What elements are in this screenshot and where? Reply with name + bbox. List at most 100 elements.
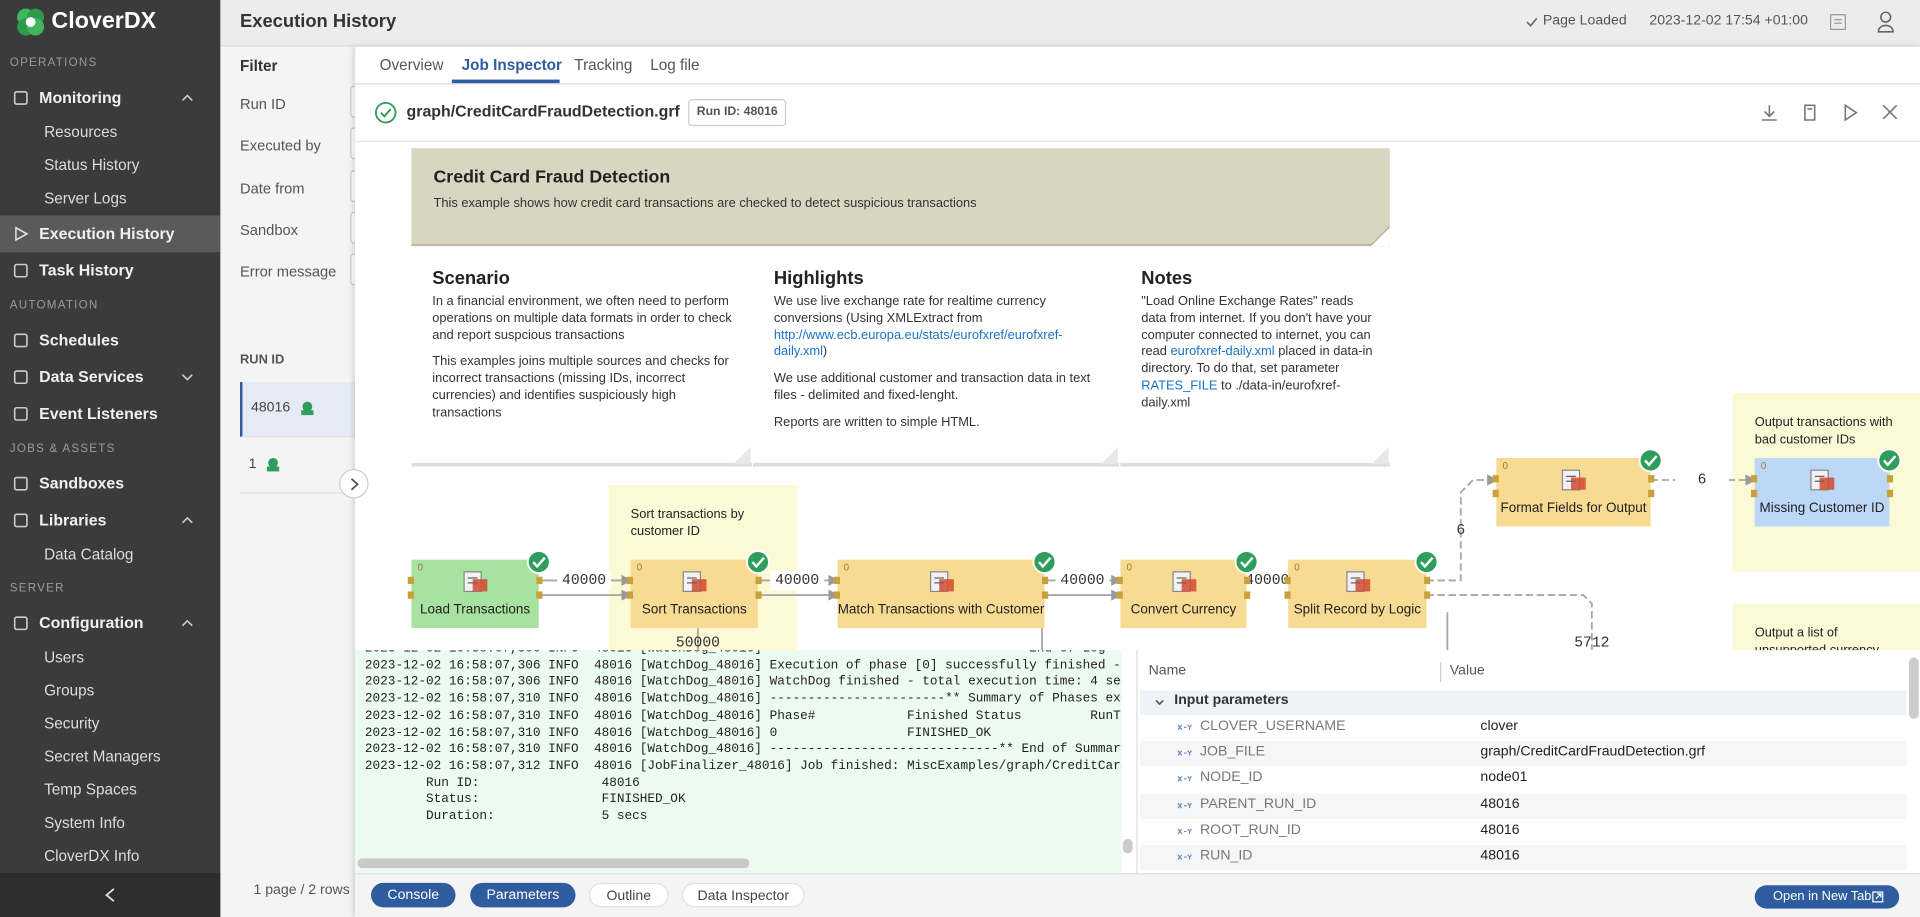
panel-toggle[interactable]: Data Inspector: [682, 882, 805, 908]
text: In a financial environment, we often nee…: [432, 293, 732, 343]
inspector-tab[interactable]: Log file: [650, 56, 700, 74]
param-icon: [1177, 724, 1192, 731]
nav-subitem[interactable]: Groups: [44, 682, 95, 700]
param-value: node01: [1480, 770, 1528, 786]
nav-label: Task History: [39, 260, 134, 280]
param-icon: [1177, 802, 1192, 809]
run-row[interactable]: 48016: [240, 382, 356, 438]
graph-node[interactable]: 0 Match Transactions with Customer: [833, 550, 1057, 629]
param-value: 48016: [1480, 822, 1520, 838]
graph-node[interactable]: 0 Format Fields for Output: [1492, 448, 1663, 527]
log-line: Status: FINISHED_OK: [364, 792, 686, 808]
fold: [1100, 446, 1118, 465]
group-chevron: [1155, 699, 1164, 706]
param-value: clover: [1480, 718, 1518, 734]
port: [536, 576, 543, 585]
nav-item[interactable]: Libraries: [0, 502, 220, 539]
panel-toggle[interactable]: Console: [371, 882, 456, 908]
nav-item[interactable]: Event Listeners: [0, 396, 220, 433]
filter-panel: Filter Run ID Executed by Date from Sandbox E…: [220, 46, 387, 917]
nav-item[interactable]: Data Services: [0, 359, 220, 396]
port: [1244, 591, 1251, 599]
nav-label: Execution History: [39, 224, 175, 243]
job-status: [375, 101, 397, 124]
inspector-tab[interactable]: Job Inspector: [461, 56, 563, 74]
inspector-tab[interactable]: Tracking: [574, 56, 633, 74]
text: We use live exchange rate for realtime c…: [773, 293, 1046, 326]
run-id: 48016: [251, 400, 291, 416]
nav-item[interactable]: Execution History: [0, 215, 221, 253]
nav-subitem[interactable]: Users: [44, 648, 85, 667]
sidebar: CloverDX OPERATIONS Monitoring Resources Sta…: [0, 0, 221, 917]
graph-node[interactable]: 0 Split Record by Logic: [1284, 550, 1439, 629]
datetime: 2023-12-02 17:54 +01:00: [1649, 13, 1808, 29]
graph-node[interactable]: 0 Load Transactions: [407, 550, 551, 629]
param-row: PARENT_RUN_ID 48016: [1140, 792, 1907, 819]
param-name: PARENT_RUN_ID: [1200, 796, 1317, 812]
log-line: Run ID: 48016: [364, 775, 640, 791]
param-icon: [1177, 828, 1192, 834]
nav-label: Configuration: [39, 613, 144, 632]
chevron: [181, 516, 193, 524]
nav-subitem[interactable]: CloverDX Info: [44, 847, 140, 865]
param-row: JOB_FILE graph/CreditCardFraudDetection.g…: [1140, 741, 1907, 767]
link[interactable]: http://www.ecb.europa.eu/stats/eurofxref…: [773, 327, 1063, 360]
link[interactable]: RATES_FILE: [1141, 378, 1218, 394]
pagination: 1 page / 2 rows: [253, 882, 350, 898]
info-body: "Load Online Exchange Rates" reads data …: [1141, 294, 1374, 465]
info-heading: Scenario: [432, 268, 510, 289]
nav-subitem[interactable]: Resources: [44, 123, 118, 141]
console: 2023-12-02 16:58:07,306 INFO 48016 [Watc…: [355, 650, 1122, 874]
nav-item[interactable]: Schedules: [0, 322, 220, 359]
nav-subitem[interactable]: Security: [44, 715, 100, 733]
nav-item[interactable]: Sandboxes: [0, 465, 220, 502]
inspector-tab[interactable]: Overview: [379, 56, 444, 74]
nav-icon: [13, 370, 28, 385]
nav-item[interactable]: Monitoring: [0, 80, 220, 117]
port: [1424, 576, 1431, 585]
component-icon: [1561, 469, 1586, 491]
user-icon: [1877, 11, 1894, 33]
param-name: CLOVER_USERNAME: [1200, 718, 1346, 734]
nav-icon: [13, 513, 28, 528]
nav-item[interactable]: Task History: [0, 252, 220, 289]
panel-toggle[interactable]: Outline: [588, 882, 669, 908]
link[interactable]: eurofxref-daily.xml: [1170, 344, 1275, 360]
nav-subitem[interactable]: Temp Spaces: [44, 781, 137, 799]
component-icon: [1345, 571, 1370, 593]
status-text: Page Loaded: [1542, 13, 1627, 29]
nav-subitem[interactable]: System Info: [44, 814, 125, 832]
param-icon: [1177, 776, 1192, 783]
node-phase: 0: [843, 562, 850, 574]
node-phase: 0: [636, 562, 643, 574]
nav-subitem[interactable]: Data Catalog: [44, 546, 134, 564]
fold: [733, 446, 751, 465]
nav-subitem[interactable]: Status History: [44, 156, 140, 174]
text: placed in data-in directory. To do that,…: [1141, 344, 1373, 377]
nav-subitem[interactable]: Server Logs: [44, 189, 127, 207]
panel-toggle[interactable]: Parameters: [470, 882, 576, 908]
graph-node[interactable]: 0 Convert Currency: [1116, 550, 1259, 629]
status-check: [1638, 448, 1663, 473]
open-new-tab[interactable]: Open in New Tab: [1754, 885, 1900, 909]
nav-section-title: OPERATIONS: [9, 56, 98, 70]
port: [626, 591, 634, 599]
filter-label: Executed by: [240, 137, 321, 155]
node-label: Convert Currency: [1130, 602, 1237, 618]
expand-button[interactable]: [339, 468, 369, 499]
port: [1284, 591, 1291, 599]
graph-note: Output a list of unsupported currency: [1732, 603, 1920, 651]
toolbar-icon: [1882, 104, 1898, 120]
graph-node[interactable]: 0 Sort Transactions: [626, 550, 770, 629]
run-row[interactable]: 1: [240, 438, 356, 494]
nav-label: Libraries: [39, 510, 107, 529]
nav-item[interactable]: Configuration: [0, 605, 220, 642]
port: [1424, 591, 1431, 599]
active-tab-underline: [451, 79, 560, 84]
node-label: Format Fields for Output: [1500, 500, 1647, 516]
nav-subitem[interactable]: Secret Managers: [44, 748, 161, 766]
graph-node[interactable]: 0 Missing Customer ID: [1751, 448, 1902, 527]
info-paragraph: "Load Online Exchange Rates" reads data …: [1141, 294, 1374, 412]
info-note: Notes "Load Online Exchange Rates" reads …: [1120, 253, 1390, 467]
note-text: Output transactions with bad customer ID…: [1754, 415, 1893, 447]
